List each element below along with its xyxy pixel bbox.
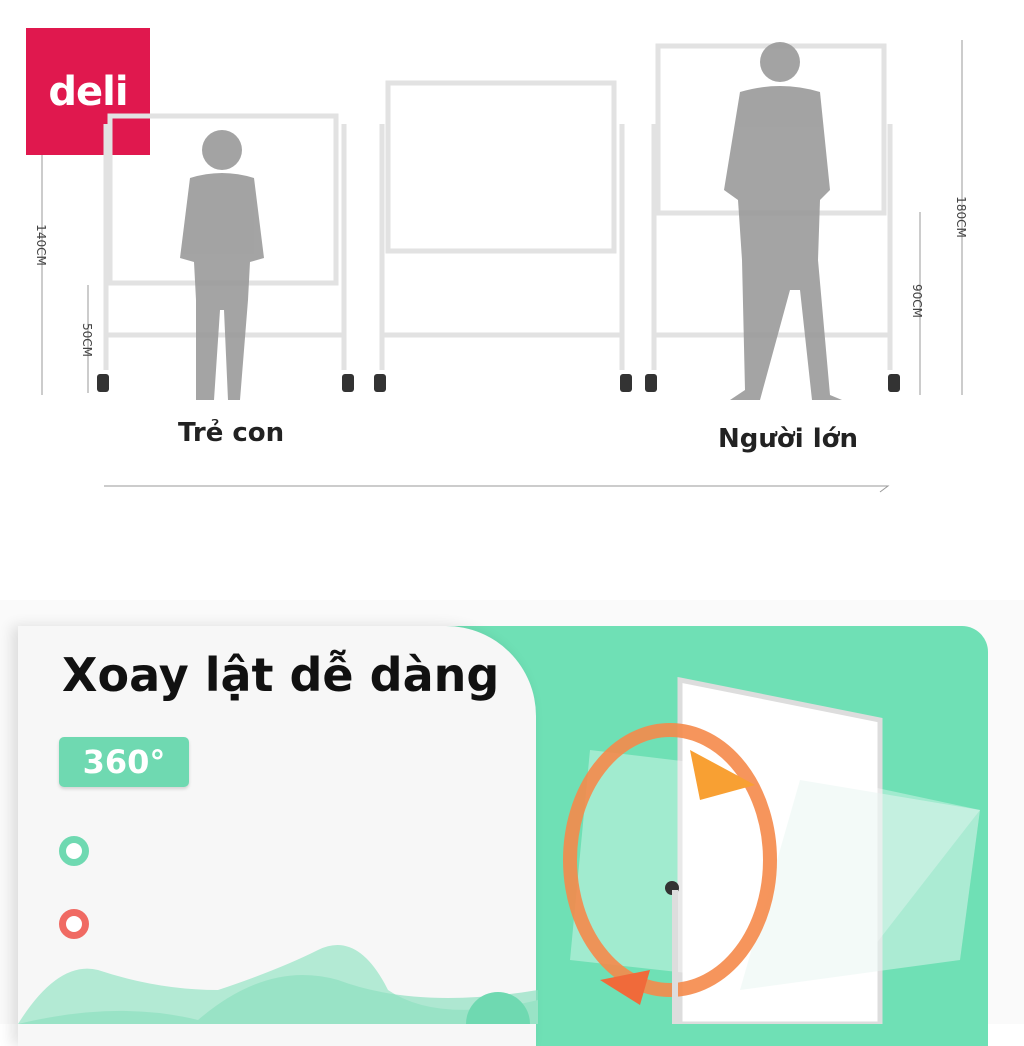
child-height-label: 140CM bbox=[33, 224, 48, 266]
deli-logo: deli bbox=[26, 28, 150, 155]
child-board-base-label: 50CM bbox=[80, 322, 95, 358]
rotating-whiteboard-illustration bbox=[563, 676, 980, 1024]
child-caption: Trẻ con bbox=[178, 418, 285, 448]
whiteboard-size-illustration bbox=[41, 40, 963, 493]
rotation-badge: 360° bbox=[59, 737, 189, 787]
feature-title: Xoay lật dễ dàng bbox=[62, 648, 500, 702]
child-silhouette bbox=[180, 130, 264, 400]
adult-board-base-label: 90CM bbox=[910, 283, 925, 319]
wave-decoration bbox=[18, 945, 538, 1024]
bullet-green-icon bbox=[59, 836, 89, 866]
adult-silhouette bbox=[724, 42, 842, 400]
adult-caption: Người lớn bbox=[718, 424, 858, 454]
bullet-red-icon bbox=[59, 909, 89, 939]
adult-height-label: 180CM bbox=[953, 196, 968, 238]
